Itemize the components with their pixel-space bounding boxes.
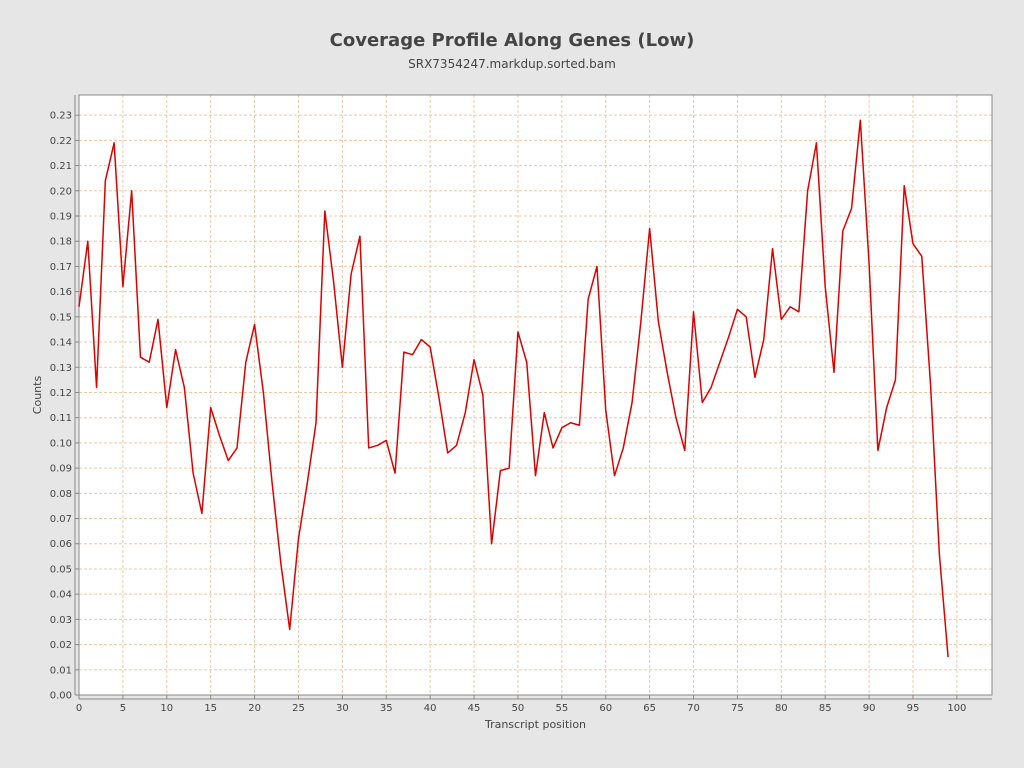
y-tick-label: 0.04 [50,590,72,601]
y-tick-label: 0.22 [50,136,72,147]
y-tick-label: 0.03 [50,615,72,626]
x-tick-label: 95 [907,703,920,714]
series-layer [78,119,949,658]
x-tick-label: 70 [687,703,700,714]
x-tick-label: 60 [599,703,612,714]
x-tick-label: 30 [336,703,349,714]
y-tick-label: 0.23 [50,111,72,122]
x-axis-label: Transcript position [484,718,586,731]
x-tick-label: 85 [819,703,832,714]
y-tick-label: 0.12 [50,388,72,399]
x-tick-label: 15 [204,703,217,714]
y-axis-label: Counts [31,376,44,415]
y-tick-label: 0.07 [50,514,72,525]
x-tick-label: 55 [555,703,568,714]
x-tick-label: 20 [248,703,261,714]
y-tick-label: 0.09 [50,464,72,475]
y-tick-label: 0.05 [50,564,72,575]
y-tick-label: 0.15 [50,312,72,323]
x-tick-label: 25 [292,703,305,714]
y-tick-label: 0.20 [50,186,72,197]
plot-border [78,94,993,696]
y-tick-label: 0.13 [50,363,72,374]
x-tick-label: 5 [120,703,126,714]
x-tick-label: 65 [643,703,656,714]
y-tick-label: 0.01 [50,665,72,676]
x-tick-label: 40 [424,703,437,714]
y-tick-label: 0.06 [50,539,72,550]
grid [78,95,992,696]
y-tick-label: 0.14 [50,338,72,349]
series-line [78,119,949,658]
x-tick-label: 50 [512,703,525,714]
chart-subtitle: SRX7354247.markdup.sorted.bam [408,57,616,71]
y-tick-label: 0.02 [50,640,72,651]
y-tick-label: 0.17 [50,262,72,273]
axes: 0.00 0.01 0.02 0.03 0.04 0.05 0.06 0.07 0.08 0.09… [50,94,993,714]
y-tick-label: 0.11 [50,413,72,424]
y-tick-label: 0.00 [50,691,72,702]
y-tick-label: 0.21 [50,161,72,172]
y-tick-label: 0.10 [50,438,72,449]
x-tick-label: 80 [775,703,788,714]
x-tick-label: 75 [731,703,744,714]
plot-area [79,95,992,695]
y-tick-label: 0.19 [50,212,72,223]
x-tick-label: 10 [160,703,173,714]
x-tick-label: 35 [380,703,393,714]
y-tick-label: 0.08 [50,489,72,500]
chart-title: Coverage Profile Along Genes (Low) [329,30,695,51]
x-tick-label: 90 [863,703,876,714]
x-tick-label: 100 [947,703,966,714]
y-tick-label: 0.16 [50,287,72,298]
x-tick-label: 45 [468,703,481,714]
x-tick-label: 0 [76,703,82,714]
y-tick-label: 0.18 [50,237,72,248]
